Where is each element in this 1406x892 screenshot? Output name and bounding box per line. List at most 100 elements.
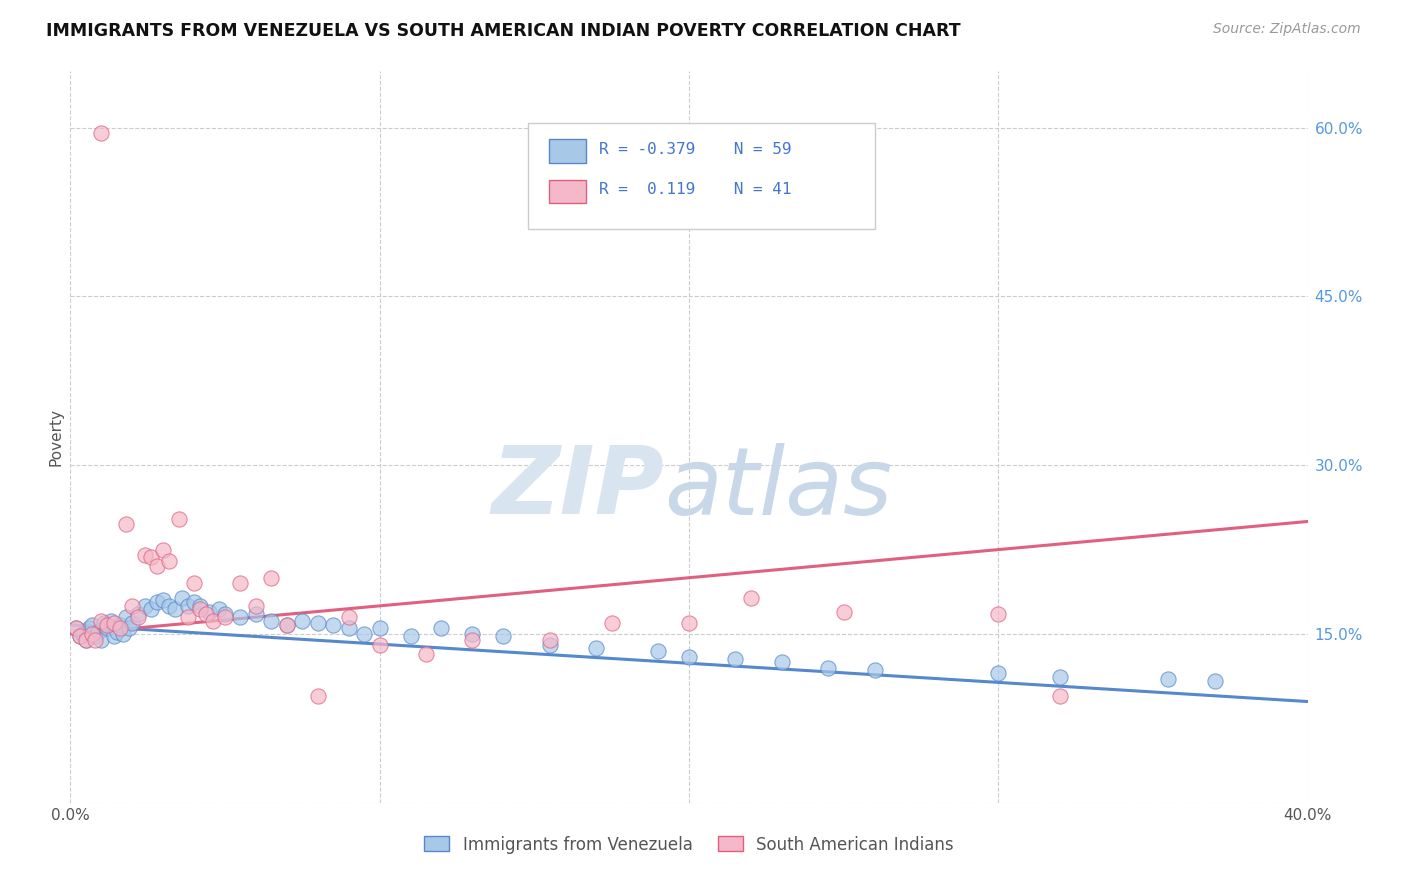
- Point: [127, 610, 149, 624]
- Point: [90, 126, 112, 140]
- Point: [770, 655, 793, 669]
- Point: [146, 595, 169, 609]
- Point: [183, 576, 205, 591]
- Point: [260, 614, 283, 628]
- Point: [987, 607, 1010, 621]
- Point: [134, 599, 156, 613]
- Point: [170, 591, 193, 605]
- Text: IMMIGRANTS FROM VENEZUELA VS SOUTH AMERICAN INDIAN POVERTY CORRELATION CHART: IMMIGRANTS FROM VENEZUELA VS SOUTH AMERI…: [46, 22, 962, 40]
- Point: [84, 632, 107, 647]
- Point: [103, 615, 125, 630]
- Y-axis label: Poverty: Poverty: [48, 408, 63, 467]
- Point: [80, 618, 103, 632]
- Point: [152, 593, 174, 607]
- Point: [188, 599, 211, 613]
- Point: [260, 571, 283, 585]
- Point: [430, 621, 453, 635]
- Point: [69, 629, 91, 643]
- Point: [461, 627, 484, 641]
- Point: [214, 610, 236, 624]
- Text: ZIP: ZIP: [491, 442, 664, 534]
- Point: [276, 618, 298, 632]
- Point: [538, 632, 561, 647]
- Point: [177, 599, 200, 613]
- Point: [307, 615, 329, 630]
- Point: [69, 629, 91, 643]
- Point: [183, 595, 205, 609]
- Point: [139, 602, 162, 616]
- Point: [115, 516, 138, 531]
- Point: [77, 621, 100, 635]
- Legend: Immigrants from Venezuela, South American Indians: Immigrants from Venezuela, South America…: [418, 829, 960, 860]
- Point: [134, 548, 156, 562]
- Point: [152, 542, 174, 557]
- Point: [322, 618, 344, 632]
- Point: [368, 638, 391, 652]
- Text: atlas: atlas: [664, 442, 893, 533]
- Point: [208, 602, 231, 616]
- Point: [291, 614, 314, 628]
- Point: [863, 663, 886, 677]
- Point: [1204, 674, 1226, 689]
- Point: [461, 632, 484, 647]
- Point: [415, 647, 437, 661]
- Point: [121, 599, 143, 613]
- Point: [538, 638, 561, 652]
- Point: [987, 666, 1010, 681]
- Text: Source: ZipAtlas.com: Source: ZipAtlas.com: [1213, 22, 1361, 37]
- Point: [337, 621, 360, 635]
- Point: [105, 624, 128, 639]
- Point: [80, 627, 103, 641]
- Point: [585, 640, 607, 655]
- Point: [65, 621, 87, 635]
- Point: [353, 627, 375, 641]
- Point: [678, 649, 700, 664]
- Point: [647, 644, 669, 658]
- Point: [165, 602, 187, 616]
- Point: [195, 607, 218, 621]
- Point: [75, 632, 97, 647]
- Point: [84, 629, 107, 643]
- Point: [832, 605, 855, 619]
- Point: [817, 661, 839, 675]
- Point: [307, 689, 329, 703]
- Point: [65, 621, 87, 635]
- Point: [188, 602, 211, 616]
- Point: [118, 621, 141, 635]
- Point: [740, 591, 762, 605]
- Point: [1049, 689, 1071, 703]
- FancyBboxPatch shape: [529, 122, 875, 228]
- Point: [229, 610, 252, 624]
- Point: [108, 618, 131, 632]
- Point: [157, 599, 180, 613]
- Text: R = -0.379    N = 59: R = -0.379 N = 59: [599, 142, 792, 157]
- Text: R =  0.119    N = 41: R = 0.119 N = 41: [599, 182, 792, 197]
- Point: [139, 550, 162, 565]
- Point: [146, 559, 169, 574]
- Point: [157, 554, 180, 568]
- FancyBboxPatch shape: [550, 139, 586, 163]
- Point: [337, 610, 360, 624]
- Point: [96, 618, 118, 632]
- Point: [600, 615, 623, 630]
- Point: [368, 621, 391, 635]
- Point: [108, 621, 131, 635]
- Point: [245, 599, 267, 613]
- Point: [214, 607, 236, 621]
- Point: [100, 614, 122, 628]
- Point: [198, 605, 221, 619]
- Point: [167, 512, 190, 526]
- Point: [72, 627, 94, 641]
- Point: [177, 610, 200, 624]
- Point: [678, 615, 700, 630]
- Point: [1157, 672, 1180, 686]
- Point: [115, 610, 138, 624]
- Point: [90, 614, 112, 628]
- Point: [276, 618, 298, 632]
- Point: [492, 629, 515, 643]
- Point: [245, 607, 267, 621]
- Point: [724, 652, 747, 666]
- Point: [103, 629, 125, 643]
- Point: [93, 615, 115, 630]
- Point: [127, 607, 149, 621]
